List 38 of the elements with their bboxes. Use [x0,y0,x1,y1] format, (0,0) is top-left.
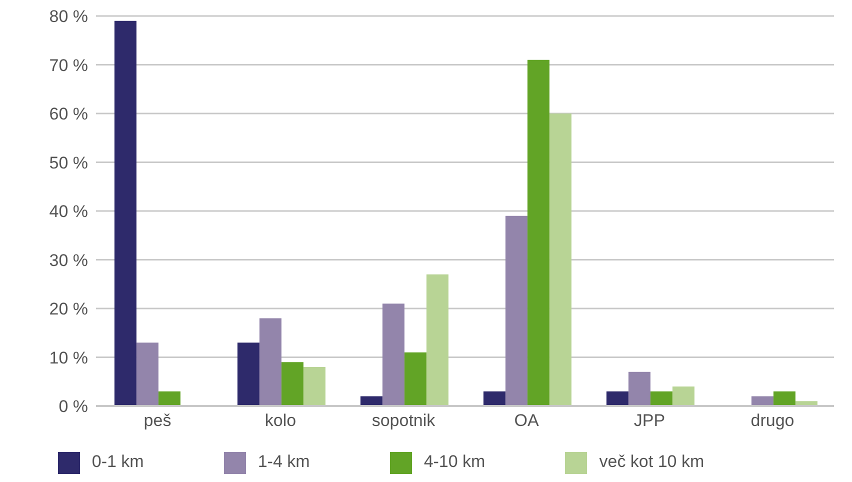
bar [136,342,158,406]
legend-label: 4-10 km [424,452,486,472]
bar [281,362,304,406]
bar [303,367,326,406]
bar [426,274,448,406]
y-tick-label: 30 % [49,250,88,270]
x-tick-label: sopotnik [372,411,436,430]
y-tick-label: 10 % [49,348,88,368]
legend-label: 1-4 km [258,452,310,472]
bar [527,60,550,406]
y-tick-label: 60 % [49,104,88,124]
y-tick-label: 50 % [49,153,88,172]
y-tick-label: 20 % [49,300,88,319]
bar [606,391,628,406]
y-tick-label: 0 % [58,397,88,416]
bar [483,391,506,406]
bar [773,391,796,406]
bar [114,20,136,406]
x-tick-label: kolo [264,411,296,430]
bar [158,391,180,406]
bar [628,372,650,406]
x-tick-label: JPP [634,411,666,430]
bar [549,114,572,406]
x-tick-label: peš [144,411,172,430]
bar [650,391,672,406]
bar [259,318,282,406]
bar [672,386,694,406]
y-tick-label: 40 % [49,202,88,222]
bar [505,216,528,406]
x-tick-label: drugo [750,411,794,430]
bar [237,342,260,406]
legend-label: 0-1 km [92,452,144,472]
y-tick-label: 70 % [49,56,88,75]
bar [382,304,404,406]
x-tick-label: OA [514,411,540,430]
bar [404,352,426,406]
legend-label: več kot 10 km [599,452,704,472]
y-tick-label: 80 % [49,7,88,26]
